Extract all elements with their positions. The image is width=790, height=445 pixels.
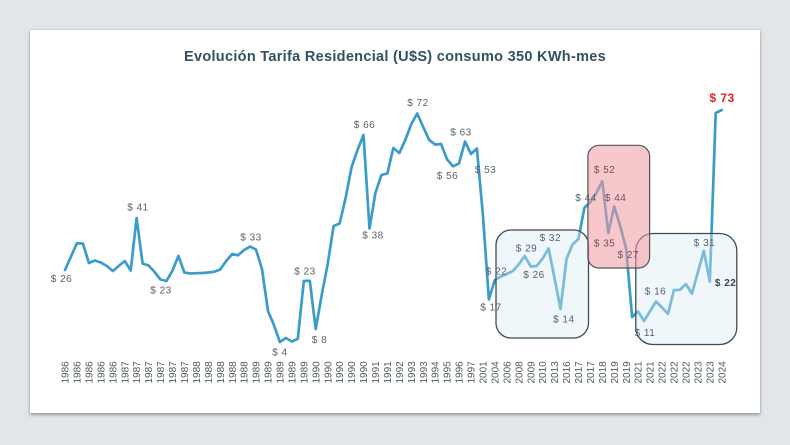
svg-text:1990: 1990 (335, 361, 346, 384)
svg-text:1988: 1988 (216, 361, 227, 384)
svg-text:1988: 1988 (204, 361, 215, 384)
svg-text:$ 35: $ 35 (594, 238, 615, 249)
svg-text:1989: 1989 (299, 361, 310, 384)
svg-text:$ 31: $ 31 (694, 238, 715, 249)
svg-text:1989: 1989 (288, 361, 299, 384)
svg-text:$ 52: $ 52 (594, 165, 615, 176)
svg-text:2024: 2024 (717, 361, 728, 384)
svg-text:$ 44: $ 44 (605, 193, 626, 204)
svg-text:2022: 2022 (658, 361, 669, 384)
svg-text:2009: 2009 (526, 361, 537, 384)
svg-text:$ 33: $ 33 (240, 232, 261, 243)
svg-text:2019: 2019 (610, 361, 621, 384)
svg-text:$ 17: $ 17 (480, 302, 501, 313)
svg-text:1989: 1989 (264, 361, 275, 384)
svg-text:2022: 2022 (670, 361, 681, 384)
svg-text:$ 26: $ 26 (51, 274, 72, 285)
svg-text:1987: 1987 (120, 361, 131, 384)
svg-text:1989: 1989 (276, 361, 287, 384)
svg-text:1986: 1986 (61, 361, 72, 384)
svg-text:2008: 2008 (514, 361, 525, 384)
svg-text:1991: 1991 (383, 361, 394, 384)
svg-text:1986: 1986 (85, 361, 96, 384)
svg-text:$ 23: $ 23 (294, 266, 315, 277)
svg-text:1994: 1994 (431, 361, 442, 384)
svg-text:$ 4: $ 4 (272, 347, 287, 358)
svg-text:1987: 1987 (180, 361, 191, 384)
svg-text:$ 29: $ 29 (516, 243, 537, 254)
svg-text:1986: 1986 (73, 361, 84, 384)
svg-text:1992: 1992 (395, 361, 406, 384)
svg-text:$ 56: $ 56 (437, 171, 458, 182)
svg-text:2018: 2018 (598, 361, 609, 384)
svg-text:1990: 1990 (323, 361, 334, 384)
svg-text:2013: 2013 (550, 361, 561, 384)
svg-text:2017: 2017 (586, 361, 597, 384)
svg-text:2017: 2017 (574, 361, 585, 384)
svg-text:$ 27: $ 27 (617, 250, 638, 261)
svg-text:1995: 1995 (443, 361, 454, 384)
svg-text:1987: 1987 (156, 361, 167, 384)
svg-text:1996: 1996 (455, 361, 466, 384)
svg-text:1988: 1988 (240, 361, 251, 384)
svg-text:2010: 2010 (538, 361, 549, 384)
svg-text:1988: 1988 (192, 361, 203, 384)
svg-text:$ 41: $ 41 (127, 202, 148, 213)
svg-text:1990: 1990 (347, 361, 358, 384)
svg-text:1989: 1989 (252, 361, 263, 384)
svg-text:1990: 1990 (359, 361, 370, 384)
svg-text:1993: 1993 (419, 361, 430, 384)
svg-text:$ 23: $ 23 (150, 285, 171, 296)
svg-text:$ 73: $ 73 (709, 91, 734, 105)
svg-text:$ 14: $ 14 (553, 314, 574, 325)
svg-text:2019: 2019 (622, 361, 633, 384)
svg-text:$ 63: $ 63 (450, 127, 471, 138)
svg-text:$ 11: $ 11 (635, 328, 656, 339)
svg-text:$ 22: $ 22 (486, 266, 507, 277)
svg-text:$ 38: $ 38 (362, 230, 383, 241)
svg-text:2004: 2004 (490, 361, 501, 384)
svg-text:$ 72: $ 72 (407, 98, 428, 109)
svg-text:1987: 1987 (132, 361, 143, 384)
svg-text:1993: 1993 (407, 361, 418, 384)
svg-text:2023: 2023 (705, 361, 716, 384)
svg-text:2022: 2022 (682, 361, 693, 384)
svg-text:1988: 1988 (228, 361, 239, 384)
svg-text:2001: 2001 (479, 361, 490, 384)
svg-text:2021: 2021 (646, 361, 657, 384)
svg-text:1986: 1986 (96, 361, 107, 384)
svg-text:1990: 1990 (311, 361, 322, 384)
svg-text:$ 53: $ 53 (475, 165, 496, 176)
svg-text:$ 22: $ 22 (715, 278, 736, 289)
svg-text:$ 8: $ 8 (312, 335, 327, 346)
svg-text:$ 44: $ 44 (575, 193, 596, 204)
svg-text:2023: 2023 (693, 361, 704, 384)
svg-text:$ 26: $ 26 (523, 270, 544, 281)
svg-text:2006: 2006 (502, 361, 513, 384)
svg-text:1991: 1991 (371, 361, 382, 384)
svg-text:1987: 1987 (144, 361, 155, 384)
svg-text:1986: 1986 (108, 361, 119, 384)
svg-text:2021: 2021 (634, 361, 645, 384)
svg-text:$ 66: $ 66 (354, 120, 375, 131)
svg-text:1997: 1997 (467, 361, 478, 384)
svg-text:1987: 1987 (168, 361, 179, 384)
svg-text:$ 32: $ 32 (540, 233, 561, 244)
svg-text:$ 16: $ 16 (645, 286, 666, 297)
svg-text:2016: 2016 (562, 361, 573, 384)
